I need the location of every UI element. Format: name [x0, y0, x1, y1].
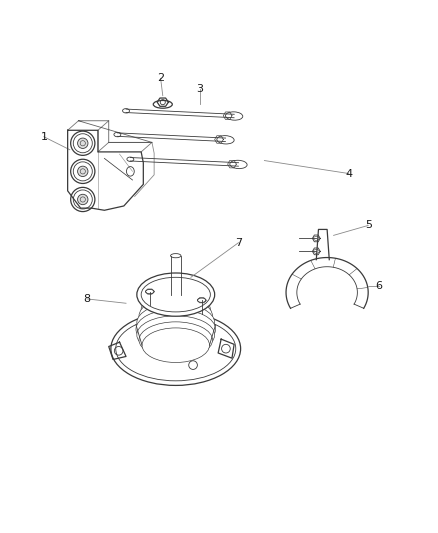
Text: 2: 2: [157, 74, 164, 83]
Ellipse shape: [123, 109, 130, 113]
Ellipse shape: [141, 290, 210, 329]
Text: 4: 4: [345, 168, 352, 179]
Text: 3: 3: [196, 84, 203, 94]
Circle shape: [71, 159, 95, 183]
Ellipse shape: [217, 135, 234, 144]
Ellipse shape: [114, 132, 121, 137]
Circle shape: [78, 138, 88, 149]
Ellipse shape: [230, 160, 247, 168]
Ellipse shape: [111, 312, 240, 385]
Ellipse shape: [142, 328, 209, 362]
Text: 5: 5: [365, 221, 372, 230]
Ellipse shape: [136, 309, 215, 349]
Text: 7: 7: [235, 238, 242, 248]
Circle shape: [165, 344, 170, 349]
Ellipse shape: [148, 279, 204, 314]
Ellipse shape: [139, 322, 212, 358]
Ellipse shape: [145, 285, 207, 321]
Ellipse shape: [137, 303, 215, 342]
Ellipse shape: [137, 273, 215, 316]
Ellipse shape: [137, 316, 215, 354]
Circle shape: [71, 188, 95, 212]
Text: 6: 6: [375, 281, 382, 291]
Text: 8: 8: [84, 294, 91, 304]
Circle shape: [78, 166, 88, 176]
Ellipse shape: [139, 297, 212, 336]
Polygon shape: [286, 257, 368, 308]
Ellipse shape: [145, 289, 154, 294]
Circle shape: [78, 195, 88, 205]
Ellipse shape: [226, 112, 243, 120]
Text: 1: 1: [40, 132, 47, 142]
Ellipse shape: [198, 298, 206, 302]
Ellipse shape: [127, 157, 134, 161]
Circle shape: [71, 131, 95, 155]
Ellipse shape: [170, 254, 181, 258]
